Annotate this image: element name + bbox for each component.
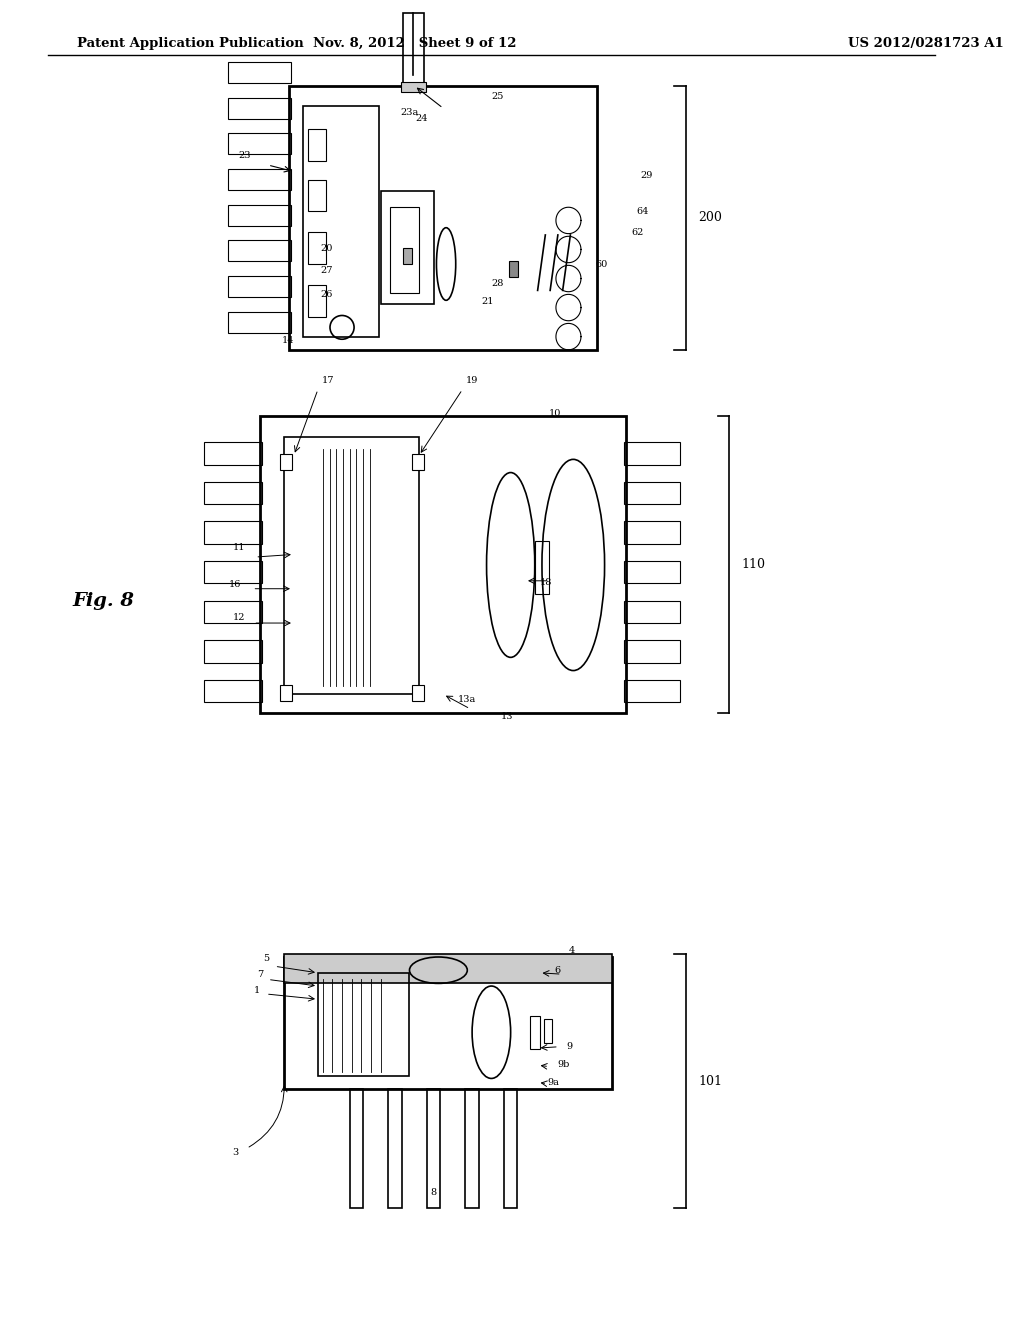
Text: 28: 28 — [492, 280, 504, 289]
Bar — [402, 13, 424, 86]
Bar — [535, 541, 549, 594]
Bar — [465, 1089, 479, 1208]
Text: 64: 64 — [636, 207, 648, 216]
Bar — [204, 561, 262, 583]
Text: 11: 11 — [233, 544, 246, 553]
Bar — [228, 98, 291, 119]
Text: 9a: 9a — [547, 1078, 559, 1088]
Text: 12: 12 — [233, 614, 246, 623]
Bar — [204, 442, 262, 465]
Bar — [317, 973, 410, 1076]
Text: 62: 62 — [631, 228, 643, 238]
Bar — [308, 129, 326, 161]
Text: Patent Application Publication: Patent Application Publication — [77, 37, 304, 50]
Bar — [350, 1089, 364, 1208]
Text: 9: 9 — [566, 1043, 572, 1052]
Bar — [308, 285, 326, 317]
Text: Fig. 8: Fig. 8 — [73, 591, 134, 610]
Text: 29: 29 — [641, 172, 653, 181]
Bar — [625, 640, 680, 663]
Bar — [390, 207, 419, 293]
Text: 10: 10 — [549, 409, 561, 418]
Text: 13a: 13a — [458, 696, 476, 705]
Text: 14: 14 — [282, 337, 294, 346]
Bar — [228, 133, 291, 154]
Text: 101: 101 — [698, 1074, 723, 1088]
Bar — [400, 82, 426, 92]
Bar — [228, 312, 291, 333]
Bar — [413, 454, 424, 470]
Bar — [260, 416, 627, 713]
Bar — [281, 454, 292, 470]
Text: 20: 20 — [321, 244, 333, 253]
Text: 25: 25 — [492, 92, 504, 102]
Bar — [228, 240, 291, 261]
Text: 27: 27 — [319, 267, 333, 276]
Bar — [625, 482, 680, 504]
Bar — [303, 106, 379, 337]
Bar — [204, 482, 262, 504]
Text: 26: 26 — [321, 290, 333, 300]
Text: 23a: 23a — [400, 108, 419, 117]
Bar — [289, 86, 597, 350]
Bar — [545, 1019, 552, 1043]
Bar — [228, 169, 291, 190]
Bar — [308, 232, 326, 264]
Bar — [285, 954, 611, 983]
Text: 17: 17 — [322, 376, 334, 385]
Text: 8: 8 — [430, 1188, 436, 1197]
Bar — [308, 180, 326, 211]
Bar — [228, 276, 291, 297]
Bar — [204, 601, 262, 623]
Bar — [281, 685, 292, 701]
Text: 3: 3 — [232, 1148, 239, 1158]
Text: 18: 18 — [540, 578, 552, 587]
Bar — [204, 521, 262, 544]
Bar — [285, 437, 419, 694]
Text: 13: 13 — [501, 713, 513, 722]
Text: 21: 21 — [481, 297, 495, 306]
Text: 5: 5 — [263, 954, 269, 964]
Bar — [427, 1089, 440, 1208]
Bar — [204, 640, 262, 663]
Text: 1: 1 — [254, 986, 260, 995]
Bar — [625, 442, 680, 465]
Bar — [228, 62, 291, 83]
Bar — [625, 521, 680, 544]
Bar — [285, 957, 611, 1089]
Bar — [228, 205, 291, 226]
Bar — [388, 1089, 401, 1208]
Bar — [402, 248, 413, 264]
Text: 60: 60 — [595, 260, 607, 269]
Text: US 2012/0281723 A1: US 2012/0281723 A1 — [848, 37, 1004, 50]
Bar — [529, 1016, 540, 1049]
Text: Nov. 8, 2012   Sheet 9 of 12: Nov. 8, 2012 Sheet 9 of 12 — [312, 37, 516, 50]
Text: 4: 4 — [568, 946, 574, 956]
Text: 19: 19 — [466, 376, 478, 385]
Text: 6: 6 — [554, 966, 560, 975]
Text: 23: 23 — [238, 152, 251, 161]
Bar — [509, 261, 518, 277]
Bar — [625, 601, 680, 623]
Text: 110: 110 — [741, 558, 766, 572]
Text: 9b: 9b — [557, 1060, 569, 1069]
Bar — [504, 1089, 517, 1208]
Text: 16: 16 — [228, 581, 241, 590]
Bar — [625, 561, 680, 583]
Text: 24: 24 — [416, 115, 428, 124]
Bar — [381, 191, 433, 304]
Text: 200: 200 — [698, 211, 722, 224]
Bar — [413, 685, 424, 701]
Bar — [204, 680, 262, 702]
Bar — [625, 680, 680, 702]
Text: 7: 7 — [257, 970, 263, 979]
